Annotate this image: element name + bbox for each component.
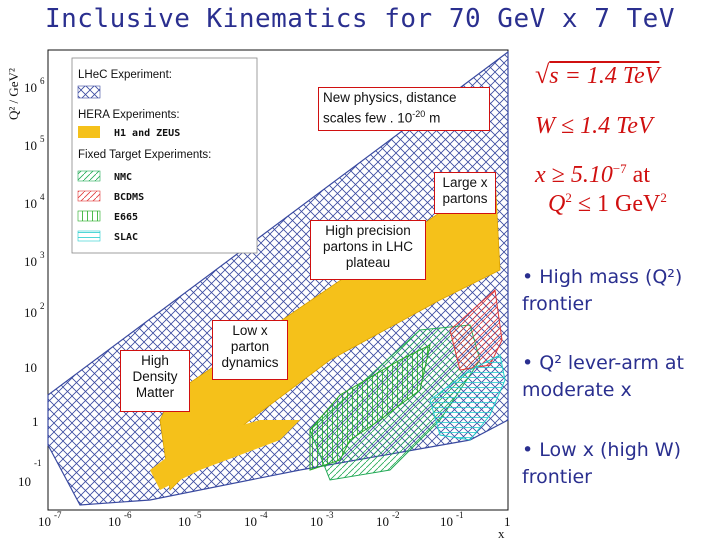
formula-q2-symbol: Q bbox=[548, 191, 566, 217]
formula-q2-exponent: 2 bbox=[565, 190, 572, 205]
callout-large-x: Large x partons bbox=[434, 172, 496, 214]
formula-x-text: x ≥ 5.10 bbox=[535, 162, 613, 188]
slac-region bbox=[429, 354, 506, 441]
y-axis-label: Q² / GeV² bbox=[6, 68, 21, 120]
x-tick: 10 bbox=[310, 514, 323, 529]
y-tick: 10 bbox=[24, 138, 37, 153]
callout-large-x-line1: Large x bbox=[442, 175, 488, 190]
y-tick: 10 bbox=[24, 305, 37, 320]
y-tick: 10 bbox=[24, 254, 37, 269]
callout-high-density-line2: Density bbox=[132, 369, 178, 384]
legend-hera: HERA Experiments: bbox=[78, 109, 180, 121]
legend-slac-swatch bbox=[77, 230, 101, 242]
hera-low-q2-tail bbox=[150, 420, 300, 490]
formula-x-exponent: −7 bbox=[612, 161, 627, 176]
callout-large-x-line2: partons bbox=[442, 191, 488, 206]
e665-region bbox=[309, 344, 431, 471]
legend-nmc: NMC bbox=[114, 172, 132, 183]
y-tick: 1 bbox=[32, 414, 39, 429]
callout-low-x-line1: Low x bbox=[232, 323, 268, 338]
callout-low-x: Low x parton dynamics bbox=[212, 320, 288, 380]
x-tick: 10 bbox=[440, 514, 453, 529]
y-tick-exp: 5 bbox=[40, 134, 45, 144]
x-tick: 10 bbox=[376, 514, 389, 529]
legend-e665-swatch bbox=[77, 210, 101, 222]
x-tick: 1 bbox=[504, 514, 511, 529]
x-axis: 10 -7 10 -6 10 -5 10 -4 10 -3 10 -2 10 -… bbox=[38, 510, 511, 540]
x-axis-label: x bbox=[498, 526, 505, 540]
callout-low-x-line2: parton bbox=[230, 339, 270, 354]
y-tick-exp: 4 bbox=[40, 192, 45, 202]
bullet-low-x: • Low x (high W) frontier bbox=[522, 439, 682, 488]
x-tick: 10 bbox=[244, 514, 257, 529]
legend-hera-swatch bbox=[78, 126, 100, 138]
callout-high-density-line3: Matter bbox=[135, 385, 175, 400]
x-tick-exp: -6 bbox=[124, 510, 132, 520]
y-tick-exp: -1 bbox=[34, 458, 42, 468]
formula-x: x ≥ 5.10−7 at bbox=[535, 156, 650, 188]
callout-new-physics: New physics, distance scales few . 10-20… bbox=[318, 87, 490, 131]
formula-x-at: at bbox=[626, 162, 650, 188]
legend-bcdms-swatch bbox=[77, 190, 101, 202]
x-tick: 10 bbox=[178, 514, 191, 529]
page-title: Inclusive Kinematics for 70 GeV x 7 TeV bbox=[45, 4, 675, 34]
formula-w-text: W ≤ 1.4 TeV bbox=[535, 113, 653, 139]
x-tick: 10 bbox=[38, 514, 51, 529]
legend-h1zeus: H1 and ZEUS bbox=[114, 128, 180, 139]
x-tick-exp: -2 bbox=[392, 510, 400, 520]
callout-high-precision-line1: High precision bbox=[325, 223, 411, 238]
bullet-lever-arm: • Q² lever-arm at moderate x bbox=[522, 352, 684, 401]
legend-nmc-swatch bbox=[77, 170, 101, 182]
callout-high-precision: High precision partons in LHC plateau bbox=[310, 220, 426, 280]
legend-bcdms: BCDMS bbox=[114, 192, 144, 203]
x-tick: 10 bbox=[108, 514, 121, 529]
callout-new-physics-text: New physics, distance scales few . 10 bbox=[323, 90, 457, 126]
y-axis: 10 6 10 5 10 4 10 3 10 2 10 1 10 -1 Q² /… bbox=[6, 68, 45, 489]
y-tick: 10 bbox=[18, 474, 31, 489]
formula-q2-unit-exponent: 2 bbox=[660, 190, 667, 205]
legend-lhec: LHeC Experiment: bbox=[78, 69, 172, 81]
y-tick-exp: 3 bbox=[40, 250, 45, 260]
x-tick-exp: -1 bbox=[456, 510, 464, 520]
formula-sqrt-s: √s = 1.4 TeV bbox=[535, 60, 660, 90]
formula-w: W ≤ 1.4 TeV bbox=[535, 113, 653, 139]
y-tick-exp: 6 bbox=[40, 76, 45, 86]
callout-low-x-line3: dynamics bbox=[221, 355, 279, 370]
y-tick: 10 bbox=[24, 80, 37, 95]
callout-high-precision-line2: partons in LHC bbox=[322, 239, 414, 254]
legend-fixed: Fixed Target Experiments: bbox=[78, 149, 211, 161]
x-tick-exp: -5 bbox=[194, 510, 202, 520]
bullet-high-mass: • High mass (Q²) frontier bbox=[522, 266, 683, 315]
callout-new-physics-exponent: -20 bbox=[412, 109, 426, 119]
legend-lhec-swatch bbox=[77, 85, 101, 99]
callout-high-density: High Density Matter bbox=[120, 350, 190, 412]
x-tick-exp: -4 bbox=[260, 510, 268, 520]
formula-sqrt-s-text: s = 1.4 TeV bbox=[549, 63, 660, 89]
x-tick-exp: -3 bbox=[326, 510, 334, 520]
y-tick: 10 bbox=[24, 360, 37, 375]
legend-box bbox=[71, 57, 258, 254]
callout-high-precision-line3: plateau bbox=[345, 255, 391, 270]
x-tick-exp: -7 bbox=[54, 510, 62, 520]
callout-high-density-line1: High bbox=[141, 353, 169, 368]
formula-q2: Q2 ≤ 1 GeV2 bbox=[548, 185, 667, 217]
legend-slac: SLAC bbox=[114, 232, 138, 243]
bcdms-region bbox=[449, 289, 503, 371]
callout-new-physics-unit: m bbox=[425, 110, 441, 126]
formula-q2-text: ≤ 1 GeV bbox=[571, 191, 661, 217]
y-tick-exp: 2 bbox=[40, 301, 45, 311]
sqrt-icon: √ bbox=[535, 60, 550, 89]
y-tick: 10 bbox=[24, 196, 37, 211]
legend-e665: E665 bbox=[114, 212, 138, 223]
